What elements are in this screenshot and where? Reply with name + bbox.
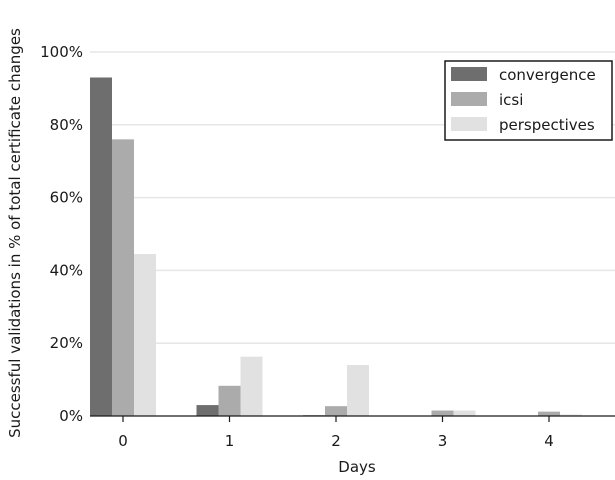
legend-swatch-convergence	[451, 67, 487, 81]
bar-icsi-day-4	[538, 412, 560, 416]
y-axis-label: Successful validations in % of total cer…	[6, 28, 24, 438]
x-tick-label: 0	[118, 432, 128, 450]
bar-perspectives-day-2	[347, 365, 369, 416]
y-tick-label: 100%	[40, 43, 83, 61]
y-tick-label: 0%	[59, 407, 83, 425]
x-tick-label: 2	[331, 432, 341, 450]
bar-perspectives-day-0	[134, 254, 156, 416]
bar-perspectives-day-3	[454, 411, 476, 416]
axes	[90, 416, 615, 422]
bar-icsi-day-1	[219, 386, 241, 416]
y-tick-labels: 0% 20% 40% 60% 80% 100%	[40, 43, 83, 425]
legend-label-icsi: icsi	[499, 91, 523, 109]
x-tick-label: 3	[438, 432, 448, 450]
y-tick-label: 20%	[50, 334, 83, 352]
bar-icsi-day-0	[112, 139, 134, 416]
y-tick-label: 60%	[50, 189, 83, 207]
legend-swatch-perspectives	[451, 117, 487, 131]
legend-label-perspectives: perspectives	[499, 116, 595, 134]
x-tick-label: 1	[225, 432, 235, 450]
y-tick-label: 80%	[50, 116, 83, 134]
legend-swatch-icsi	[451, 92, 487, 106]
bar-perspectives-day-1	[241, 357, 263, 416]
y-tick-label: 40%	[50, 261, 83, 279]
x-tick-label: 4	[544, 432, 554, 450]
legend-label-convergence: convergence	[499, 66, 596, 84]
legend: convergence icsi perspectives	[445, 61, 612, 140]
x-tick-labels: 0 1 2 3 4	[118, 432, 554, 450]
bar-convergence-day-0	[90, 77, 112, 416]
x-axis-label: Days	[338, 458, 376, 476]
bar-icsi-day-3	[432, 411, 454, 416]
bar-icsi-day-2	[325, 406, 347, 416]
bar-convergence-day-1	[197, 405, 219, 416]
